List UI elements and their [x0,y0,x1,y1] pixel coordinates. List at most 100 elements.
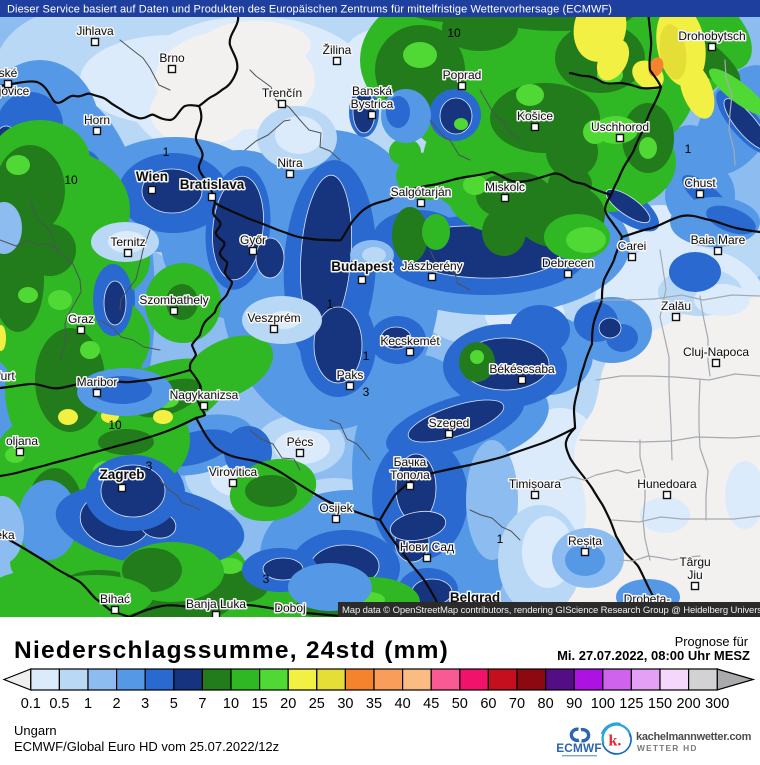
svg-text:Banja Luka: Banja Luka [186,597,246,611]
svg-text:10: 10 [108,418,122,432]
svg-text:k.: k. [609,733,622,750]
svg-text:Maribor: Maribor [77,375,118,389]
svg-text:Drohobytsch: Drohobytsch [678,29,745,43]
svg-text:eka: eka [0,528,15,542]
svg-text:3: 3 [263,572,270,586]
svg-text:45: 45 [423,696,439,712]
svg-text:5: 5 [170,696,178,712]
svg-text:Bratislava: Bratislava [180,177,245,192]
svg-text:35: 35 [366,696,382,712]
svg-text:Pécs: Pécs [287,435,314,449]
svg-text:1: 1 [163,145,170,159]
svg-text:3: 3 [146,459,153,473]
svg-text:Chust: Chust [684,176,716,190]
svg-text:Paks: Paks [337,368,364,382]
svg-text:1: 1 [497,532,504,546]
svg-text:Debrecen: Debrecen [542,256,594,270]
svg-text:Virovitica: Virovitica [209,465,258,479]
svg-text:Zalău: Zalău [661,299,691,313]
svg-text:Doboj: Doboj [274,601,305,615]
svg-text:50: 50 [452,696,468,712]
svg-text:20: 20 [280,696,296,712]
svg-text:Нови Сад: Нови Сад [400,540,454,554]
svg-text:Reșița: Reșița [568,534,602,548]
svg-text:Jászberény: Jászberény [401,259,462,273]
svg-text:Baia Mare: Baia Mare [691,233,746,247]
svg-text:Jiu: Jiu [687,568,702,582]
svg-text:Cluj-Napoca: Cluj-Napoca [683,345,749,359]
svg-text:10: 10 [223,696,239,712]
svg-text:Топола: Топола [390,468,430,482]
svg-text:Poprad: Poprad [443,68,482,82]
svg-text:Veszprém: Veszprém [247,311,300,325]
svg-text:ECMWF/Global Euro HD vom 25.0: ECMWF/Global Euro HD vom 25.07.2022/12z [14,739,279,754]
svg-text:15: 15 [252,696,268,712]
svg-text:Ungarn: Ungarn [14,723,57,738]
svg-text:Wien: Wien [136,169,168,184]
svg-text:300: 300 [705,696,729,712]
svg-text:oljana: oljana [6,434,38,448]
svg-text:Kecskemét: Kecskemét [380,334,440,348]
svg-text:ECMWF: ECMWF [556,741,602,755]
svg-text:Zagreb: Zagreb [99,467,144,482]
svg-text:1: 1 [363,349,370,363]
svg-text:2: 2 [113,696,121,712]
svg-text:Košice: Košice [517,109,553,123]
svg-text:Brno: Brno [159,51,185,65]
svg-text:10: 10 [447,26,461,40]
svg-text:Hunedoara: Hunedoara [637,477,697,491]
svg-text:7: 7 [198,696,206,712]
svg-text:Map data © OpenStreetMap contr: Map data © OpenStreetMap contributors, r… [342,605,760,616]
svg-text:30: 30 [337,696,353,712]
svg-text:100: 100 [591,696,615,712]
svg-text:furt: furt [0,369,15,383]
svg-text:25: 25 [309,696,325,712]
svg-text:3: 3 [141,696,149,712]
svg-text:1: 1 [685,142,692,156]
svg-text:Miskolc: Miskolc [485,180,525,194]
svg-text:Bystrica: Bystrica [351,97,394,111]
svg-text:Nagykanizsa: Nagykanizsa [170,388,239,402]
svg-text:Niederschlagssumme, 24std (mm): Niederschlagssumme, 24std (mm) [14,637,449,664]
svg-text:90: 90 [566,696,582,712]
svg-text:1: 1 [84,696,92,712]
svg-text:Trenčín: Trenčín [262,86,302,100]
svg-text:Žilina: Žilina [323,42,352,57]
svg-text:Győr: Győr [240,233,266,247]
svg-text:Budapest: Budapest [331,259,393,274]
svg-text:Dieser Service basiert auf Dat: Dieser Service basiert auf Daten und Pro… [7,4,612,16]
svg-text:Bihać: Bihać [100,592,130,606]
svg-text:Бачка: Бачка [394,455,427,469]
svg-text:kachelmannwetter.com: kachelmannwetter.com [636,731,752,743]
svg-text:70: 70 [509,696,525,712]
svg-text:150: 150 [648,696,672,712]
svg-text:200: 200 [676,696,700,712]
svg-text:ské: ské [0,66,18,80]
svg-text:Prognose für: Prognose für [675,634,749,649]
svg-text:WETTER HD: WETTER HD [637,743,698,753]
svg-text:80: 80 [538,696,554,712]
svg-text:Jihlava: Jihlava [76,24,114,38]
svg-text:Timișoara: Timișoara [509,477,562,491]
svg-text:Békéscsaba: Békéscsaba [489,362,555,376]
svg-text:Târgu: Târgu [679,555,710,569]
svg-text:Salgótarján: Salgótarján [391,185,452,199]
svg-text:60: 60 [480,696,496,712]
svg-text:Banská: Banská [352,84,392,98]
svg-text:Osijek: Osijek [319,501,353,515]
svg-text:Mi. 27.07.2022, 08:00 Uhr MESZ: Mi. 27.07.2022, 08:00 Uhr MESZ [557,648,750,663]
svg-text:Uschhorod: Uschhorod [591,120,649,134]
svg-text:Graz: Graz [68,312,94,326]
svg-text:Ternitz: Ternitz [110,235,145,249]
svg-text:Szombathely: Szombathely [139,293,208,307]
svg-text:Nitra: Nitra [277,156,303,170]
svg-text:Carei: Carei [618,239,647,253]
svg-text:0.1: 0.1 [21,696,41,712]
svg-text:3: 3 [363,385,370,399]
svg-text:Horn: Horn [84,113,110,127]
svg-text:10: 10 [64,173,78,187]
svg-text:0.5: 0.5 [49,696,69,712]
svg-text:125: 125 [619,696,643,712]
svg-text:Szeged: Szeged [429,416,470,430]
svg-text:1: 1 [327,297,334,311]
